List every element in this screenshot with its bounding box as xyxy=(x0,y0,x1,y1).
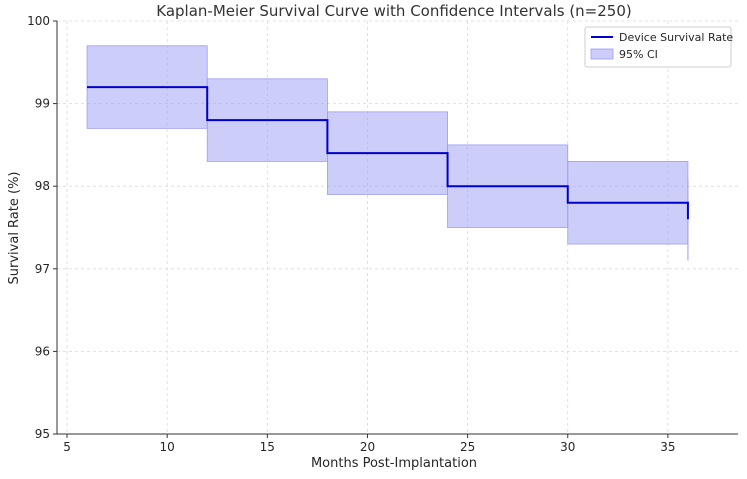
legend-entry-survival: Device Survival Rate xyxy=(619,31,733,44)
y-tick-label: 95 xyxy=(35,427,50,441)
legend-band-swatch xyxy=(590,48,614,60)
y-tick-label: 96 xyxy=(35,344,50,358)
survival-line xyxy=(87,86,689,220)
x-tick-label: 10 xyxy=(160,440,175,454)
y-tick-label: 97 xyxy=(35,262,50,276)
legend-box xyxy=(584,26,732,68)
legend-entry-ci: 95% CI xyxy=(619,48,658,61)
y-tick-label: 99 xyxy=(35,97,50,111)
survival-step-path xyxy=(87,86,689,220)
y-tick-label: 98 xyxy=(35,179,50,193)
axes xyxy=(56,21,738,435)
x-tick-label: 5 xyxy=(63,440,71,454)
chart-title: Kaplan-Meier Survival Curve with Confide… xyxy=(156,2,631,20)
y-ticks: 95 96 97 98 99 100 xyxy=(27,14,57,441)
legend: Device Survival Rate 95% CI xyxy=(584,26,733,68)
x-tick-label: 35 xyxy=(660,440,675,454)
x-tick-label: 20 xyxy=(360,440,375,454)
x-axis-label: Months Post-Implantation xyxy=(311,456,477,471)
x-tick-label: 25 xyxy=(460,440,475,454)
x-tick-label: 30 xyxy=(560,440,575,454)
x-tick-label: 15 xyxy=(260,440,275,454)
y-axis-label: Survival Rate (%) xyxy=(7,172,22,285)
x-ticks: 5 10 15 20 25 30 35 xyxy=(63,434,676,454)
y-tick-label: 100 xyxy=(27,14,50,28)
